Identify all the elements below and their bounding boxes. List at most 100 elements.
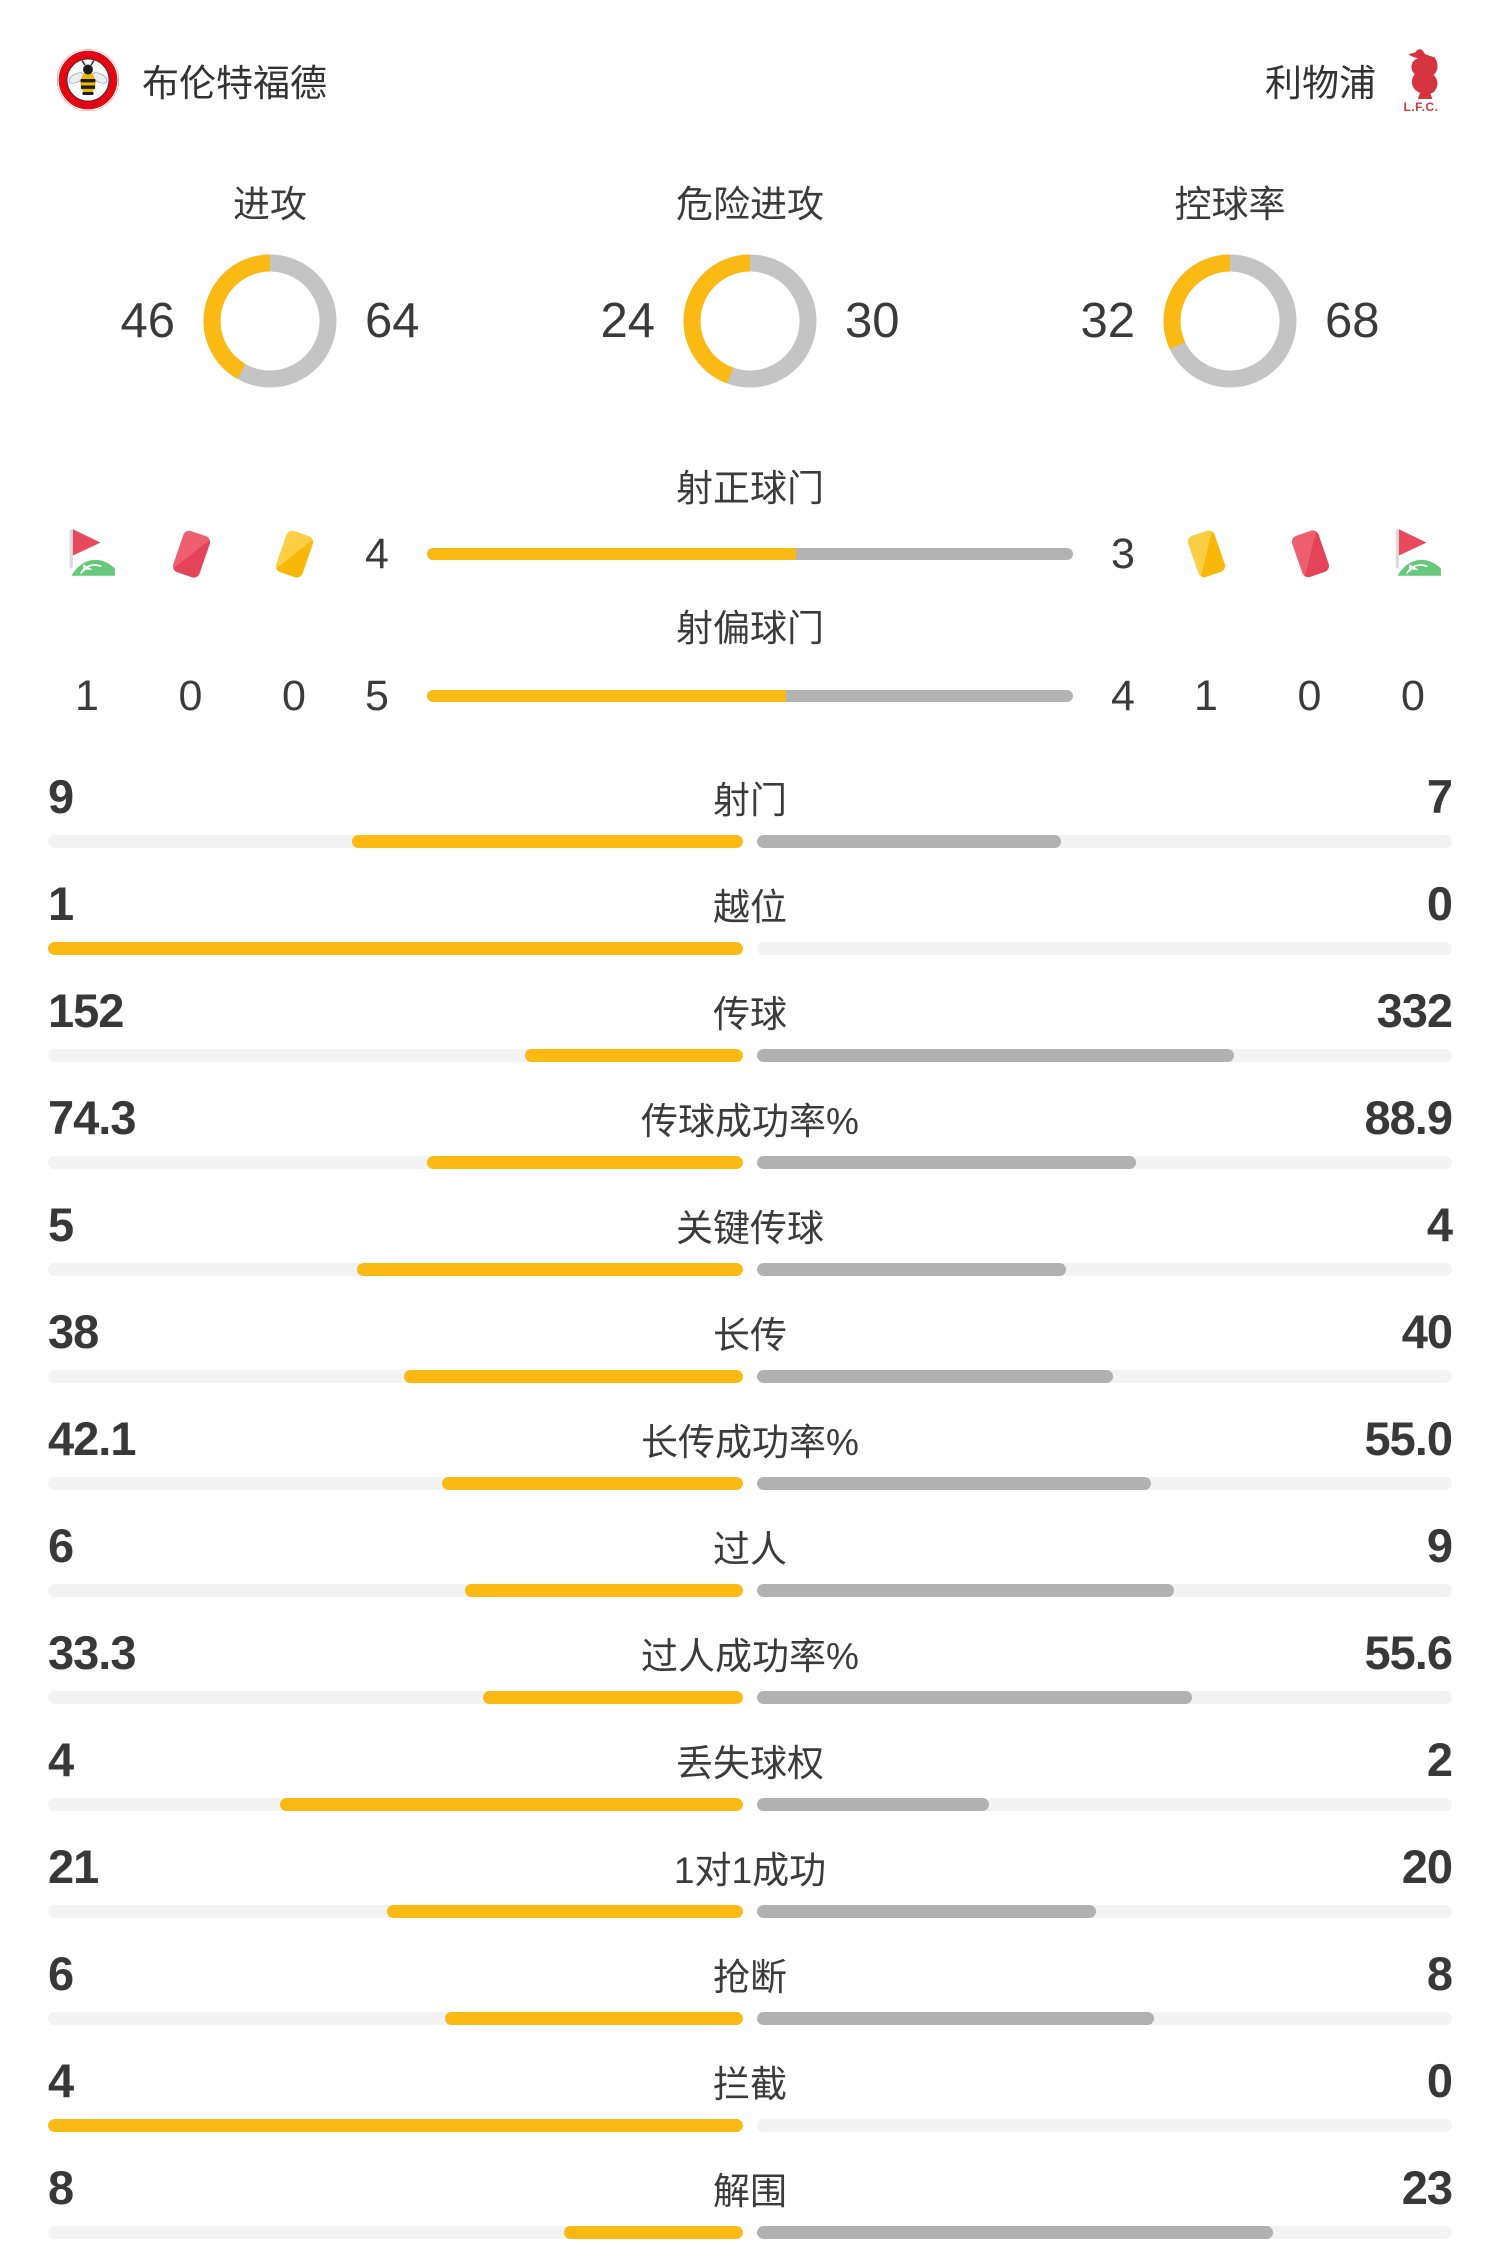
away-yellow-card-count: 1 [1194, 671, 1218, 720]
donut-chart-0 [203, 254, 337, 388]
liverpool-crest: L.F.C. [1398, 48, 1444, 113]
stat-row-8: 33.3 过人成功率% 55.6 [48, 1628, 1453, 1704]
stat-bar-away [757, 1156, 1452, 1169]
stat-bar-away [757, 1370, 1452, 1383]
stat-row-3: 74.3 传球成功率% 88.9 [48, 1091, 1453, 1169]
stat-label: 解围 [713, 2171, 787, 2212]
stat-label: 长传成功率% [641, 1422, 859, 1463]
stat-label: 传球 [713, 994, 787, 1035]
stat-away-value: 23 [1401, 2161, 1453, 2214]
stat-row-2: 152 传球 332 [48, 984, 1453, 1062]
stats-list: 9 射门 7 1 越位 0 152 传球 332 74.3 传球成功率% 88.9 5 关键传球 4 38 长传… [0, 736, 1500, 2239]
donut-chart-2 [1163, 254, 1297, 388]
stat-away-value: 7 [1426, 770, 1453, 823]
stat-bar-home [48, 2119, 743, 2132]
stat-row-7: 6 过人 9 [48, 1521, 1453, 1597]
stat-bar-away [757, 1905, 1452, 1918]
liverbird-icon [1408, 48, 1438, 99]
stat-bar-away [757, 2226, 1452, 2239]
stat-home-value: 4 [48, 2054, 74, 2107]
stat-row-0: 9 射门 7 [48, 770, 1453, 848]
donut-group-1: 危险进攻 24 30 [585, 174, 915, 392]
stat-row-5: 38 长传 40 [48, 1305, 1453, 1383]
donut-home-value: 32 [1080, 294, 1135, 348]
donut-section: 进攻 46 64 危险进攻 24 30 控球率 32 68 [0, 116, 1500, 392]
stat-home-value: 1 [48, 877, 74, 930]
lfc-caption: L.F.C. [1403, 99, 1439, 114]
stat-row-11: 6 抢断 8 [48, 1947, 1453, 2025]
stat-away-value: 8 [1426, 1947, 1453, 2000]
stat-bar-home [48, 1905, 743, 1918]
stat-bar-away [757, 2012, 1452, 2025]
yellow-card-icon [1187, 530, 1226, 578]
home-yellow-card-count: 0 [282, 671, 306, 720]
stat-row-13: 8 解围 23 [48, 2161, 1453, 2239]
stat-home-value: 42.1 [48, 1412, 136, 1465]
stat-bar-home [48, 2226, 743, 2239]
stat-home-value: 5 [48, 1198, 74, 1251]
stat-home-value: 152 [48, 984, 124, 1037]
away-team-name: 利物浦 [1265, 63, 1376, 104]
stat-bar-home [48, 1263, 743, 1276]
stat-away-value: 20 [1401, 1840, 1453, 1893]
shots-on-target-bar [427, 548, 1073, 560]
stat-bar-away [757, 1049, 1452, 1062]
red-card-icon [1291, 530, 1329, 578]
donut-group-0: 进攻 46 64 [105, 174, 435, 392]
home-corner-count: 1 [75, 671, 99, 720]
away-team: 利物浦 L.F.C. [1265, 48, 1444, 113]
stat-away-value: 40 [1401, 1305, 1453, 1358]
stat-bar-home [48, 1798, 743, 1811]
stat-away-value: 0 [1426, 2054, 1453, 2107]
stat-label: 丢失球权 [676, 1743, 824, 1784]
stat-label: 关键传球 [676, 1208, 824, 1249]
stat-row-12: 4 拦截 0 [48, 2054, 1453, 2132]
stat-bar-away [757, 2119, 1452, 2132]
shots-on-target-away-value: 3 [1111, 529, 1135, 578]
stat-home-value: 21 [48, 1840, 99, 1893]
stat-away-value: 88.9 [1364, 1091, 1453, 1144]
donut-title: 危险进攻 [676, 184, 824, 225]
stat-home-value: 74.3 [48, 1091, 136, 1144]
away-discipline-icons [1167, 516, 1452, 592]
stat-home-value: 6 [48, 1947, 74, 2000]
stat-away-value: 0 [1426, 877, 1453, 930]
shots-off-target-label: 射偏球门 [676, 608, 824, 649]
away-red-card-count: 0 [1297, 671, 1322, 720]
stat-label: 射门 [713, 780, 787, 821]
stat-home-value: 8 [48, 2161, 74, 2214]
stat-bar-home [48, 835, 743, 848]
stat-row-6: 42.1 长传成功率% 55.0 [48, 1412, 1453, 1490]
away-corner-count: 0 [1401, 671, 1425, 720]
stat-label: 拦截 [713, 2064, 787, 2105]
donut-away-value: 30 [845, 294, 900, 348]
home-team-name: 布伦特福德 [142, 63, 327, 104]
donut-title: 控球率 [1174, 184, 1286, 225]
stat-row-4: 5 关键传球 4 [48, 1198, 1453, 1276]
donut-title: 进攻 [233, 184, 307, 225]
stat-bar-home [48, 1156, 743, 1169]
shots-on-target-home-value: 4 [365, 529, 389, 578]
stat-label: 1对1成功 [673, 1850, 827, 1891]
stat-bar-away [757, 1691, 1452, 1704]
stat-away-value: 55.0 [1364, 1412, 1453, 1465]
stat-label: 越位 [713, 887, 787, 928]
home-red-card-count: 0 [178, 671, 203, 720]
shots-on-target-label: 射正球门 [676, 468, 824, 509]
brentford-crest-icon [57, 49, 119, 111]
stat-bar-away [757, 1584, 1452, 1597]
stat-bar-home [48, 1477, 743, 1490]
shots-off-target-away-value: 4 [1111, 671, 1135, 720]
yellow-card-icon [275, 530, 314, 578]
stat-bar-home [48, 2012, 743, 2025]
team-header: 布伦特福德 利物浦 L.F.C. [0, 0, 1500, 116]
donut-group-2: 控球率 32 68 [1065, 174, 1395, 392]
donut-home-value: 46 [120, 294, 175, 348]
stat-bar-away [757, 1263, 1452, 1276]
stat-label: 长传 [713, 1315, 787, 1356]
home-team: 布伦特福德 [56, 48, 327, 112]
stat-away-value: 332 [1376, 984, 1453, 1037]
stat-bar-home [48, 1049, 743, 1062]
stat-bar-away [757, 1798, 1452, 1811]
